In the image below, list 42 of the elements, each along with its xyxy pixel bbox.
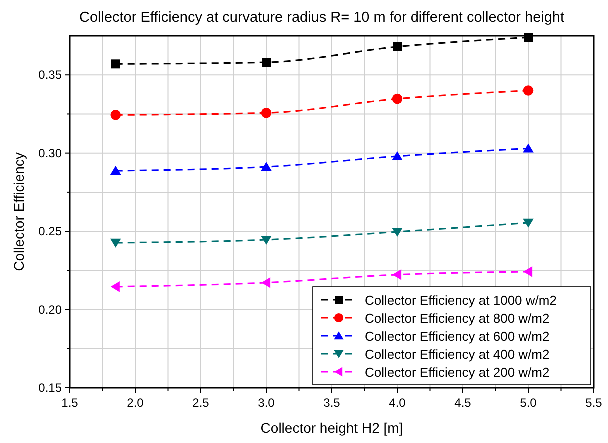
legend-label: Collector Efficiency at 800 w/m2 (365, 311, 550, 326)
point (261, 236, 272, 245)
point (110, 282, 120, 292)
point (392, 94, 403, 104)
x-axis-title: Collector height H2 [m] (260, 420, 404, 436)
point (392, 228, 403, 237)
y-tick-label: 0.25 (38, 224, 62, 239)
x-tick-label: 3.0 (258, 396, 276, 410)
point (392, 152, 403, 161)
legend-label: Collector Efficiency at 600 w/m2 (365, 329, 550, 344)
legend-label: Collector Efficiency at 200 w/m2 (365, 365, 550, 380)
x-tick-label: 1.5 (62, 396, 79, 410)
legend-label: Collector Efficiency at 400 w/m2 (365, 347, 550, 362)
x-tick-label: 5.0 (520, 396, 538, 410)
x-tick-label: 4.5 (454, 396, 472, 410)
x-tick-label: 5.5 (586, 396, 603, 410)
point (524, 266, 533, 278)
x-tick-label: 2.5 (192, 396, 210, 410)
point (393, 42, 402, 52)
chart-title: Collector Efficiency at curvature radius R= 10 m for different collector height (79, 10, 565, 26)
y-tick-label: 0.15 (38, 381, 62, 395)
point (261, 162, 272, 172)
point (110, 238, 122, 248)
y-axis-title: Collector Efficiency (11, 152, 27, 272)
x-tick-label: 4.0 (389, 396, 406, 410)
point (392, 269, 402, 280)
point (523, 86, 534, 96)
y-tick-label: 0.35 (38, 68, 62, 82)
point (523, 144, 534, 153)
point (111, 60, 120, 69)
x-tick-label: 3.5 (324, 396, 341, 410)
point (262, 58, 271, 68)
x-tick-label: 2.0 (127, 396, 144, 410)
y-tick-label: 0.30 (38, 146, 62, 160)
point (110, 166, 122, 176)
legend-label: Collector Efficiency at 1000 w/m2 (365, 293, 557, 308)
point (523, 218, 534, 228)
point (261, 108, 272, 118)
point (524, 33, 533, 42)
y-tick-label: 0.20 (38, 302, 62, 317)
point (262, 277, 271, 288)
point (110, 110, 121, 120)
